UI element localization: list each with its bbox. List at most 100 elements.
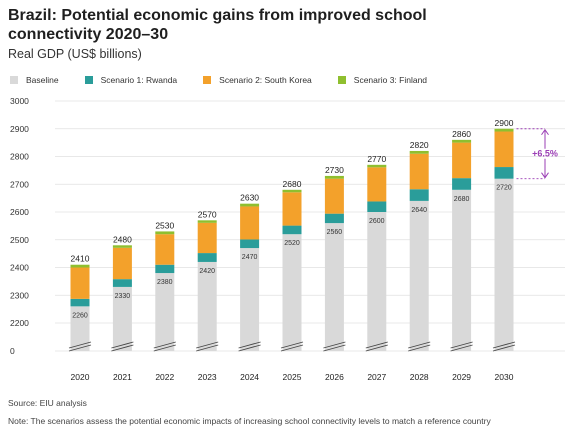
bar-baseline — [282, 234, 302, 351]
bar-baseline — [324, 223, 344, 351]
axis-break-mark — [408, 341, 431, 349]
x-tick-label: 2027 — [367, 372, 386, 382]
bar-south-korea — [155, 234, 175, 265]
bar-baseline — [452, 189, 472, 351]
axis-break-mark — [492, 341, 516, 349]
bar-south-korea — [197, 222, 217, 254]
baseline-value-label: 2470 — [242, 254, 258, 261]
y-tick-label: 2500 — [10, 235, 29, 245]
bar-baseline — [367, 212, 387, 351]
bar-baseline — [112, 286, 132, 351]
y-tick-label: 2900 — [10, 124, 29, 134]
baseline-value-label: 2560 — [327, 229, 343, 236]
annotation-label: +6.5% — [532, 149, 558, 159]
bar-south-korea — [452, 142, 472, 179]
chart-title: Brazil: Potential economic gains from im… — [8, 7, 427, 43]
y-tick-label: 3000 — [10, 96, 29, 106]
axis-break-mark — [68, 344, 92, 352]
axis-break-mark — [323, 344, 346, 352]
baseline-value-label: 2380 — [157, 279, 173, 286]
top-value-label: 2730 — [325, 165, 344, 175]
y-tick-label: 2800 — [10, 152, 29, 162]
bar-finland — [367, 164, 387, 168]
axis-break-mark — [238, 344, 261, 352]
baseline-value-label: 2680 — [454, 196, 470, 203]
axis-break-mark — [450, 341, 473, 349]
bar-south-korea — [324, 178, 344, 214]
axis-break-mark — [280, 344, 304, 352]
y-tick-label: 2700 — [10, 179, 29, 189]
bar-rwanda — [112, 279, 132, 287]
x-tick-label: 2024 — [240, 372, 259, 382]
x-tick-label: 2021 — [113, 372, 132, 382]
top-value-label: 2480 — [113, 234, 132, 244]
bar-south-korea — [282, 192, 302, 226]
legend-label-baseline: Baseline — [26, 75, 59, 85]
legend-label-finland: Scenario 3: Finland — [353, 75, 428, 85]
axis-break-mark — [153, 341, 176, 349]
top-value-label: 2410 — [71, 254, 90, 264]
bar-south-korea — [240, 206, 260, 240]
bar-south-korea — [409, 153, 429, 190]
x-tick-label: 2026 — [325, 372, 344, 382]
axis-break-mark — [408, 344, 431, 352]
baseline-value-label: 2640 — [411, 207, 427, 214]
axis-break-mark — [492, 344, 516, 352]
legend-swatch-south-korea — [203, 76, 212, 84]
bar-baseline — [70, 306, 90, 351]
legend-swatch-finland — [337, 76, 346, 84]
axis-break-mark — [323, 341, 346, 349]
axis-break-mark — [68, 341, 92, 349]
bar-finland — [112, 245, 132, 248]
axis-break-mark — [238, 341, 261, 349]
legend-item-south-korea: Scenario 2: South Korea — [203, 75, 312, 85]
bar-south-korea — [70, 267, 90, 299]
y-tick-label: 2600 — [10, 207, 29, 217]
legend-swatch-baseline — [10, 76, 18, 84]
baseline-value-label: 2330 — [115, 293, 131, 300]
bar-baseline — [197, 261, 217, 351]
axis-break-mark — [196, 344, 219, 352]
legend-item-baseline: Baseline — [10, 75, 59, 85]
legend: Baseline Scenario 1: Rwanda Scenario 2: … — [10, 75, 453, 85]
bar-rwanda — [155, 264, 175, 274]
x-tick-label: 2030 — [495, 372, 514, 382]
x-tick-label: 2023 — [198, 372, 217, 382]
bar-finland — [494, 128, 514, 132]
bar-rwanda — [494, 167, 514, 179]
baseline-value-label: 2420 — [199, 268, 215, 275]
bar-finland — [452, 139, 472, 143]
source-text: Source: EIU analysis — [8, 398, 87, 408]
bar-finland — [282, 189, 302, 193]
bar-rwanda — [367, 201, 387, 212]
x-tick-label: 2022 — [155, 372, 174, 382]
baseline-value-label: 2260 — [72, 312, 88, 319]
axis-break-mark — [111, 344, 134, 352]
note-text: Note: The scenarios assess the potential… — [8, 416, 491, 426]
x-tick-label: 2025 — [283, 372, 302, 382]
y-tick-label: 0 — [10, 346, 15, 356]
top-value-label: 2680 — [283, 179, 302, 189]
bar-south-korea — [367, 167, 387, 202]
baseline-value-label: 2520 — [284, 240, 300, 247]
axis-break-mark — [365, 344, 388, 352]
y-tick-label: 2300 — [10, 290, 29, 300]
axis-break-mark — [450, 344, 473, 352]
annotation-arrowhead-down — [541, 172, 549, 179]
bar-rwanda — [240, 239, 260, 249]
bar-baseline — [494, 178, 514, 351]
legend-label-south-korea: Scenario 2: South Korea — [219, 75, 312, 85]
top-value-label: 2630 — [240, 193, 259, 203]
top-value-label: 2820 — [410, 140, 429, 150]
baseline-value-label: 2600 — [369, 218, 385, 225]
x-tick-label: 2028 — [410, 372, 429, 382]
bar-baseline — [155, 273, 175, 351]
x-tick-label: 2020 — [71, 372, 90, 382]
x-tick-label: 2029 — [452, 372, 471, 382]
bar-rwanda — [452, 178, 472, 190]
top-value-label: 2860 — [452, 129, 471, 139]
bar-finland — [197, 220, 217, 223]
y-tick-label: 2400 — [10, 263, 29, 273]
baseline-value-label: 2720 — [496, 185, 512, 192]
